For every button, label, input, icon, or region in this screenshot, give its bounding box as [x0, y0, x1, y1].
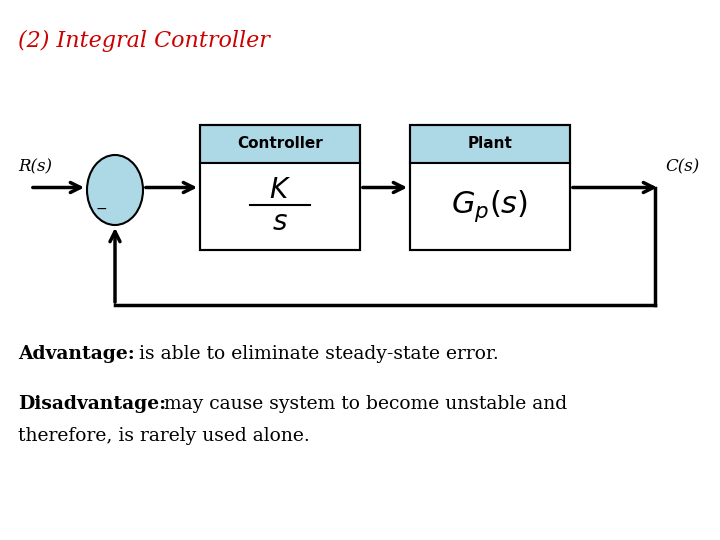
- Text: Plant: Plant: [467, 137, 513, 152]
- Text: may cause system to become unstable and: may cause system to become unstable and: [158, 395, 567, 413]
- Text: Controller: Controller: [237, 137, 323, 152]
- FancyBboxPatch shape: [200, 163, 360, 250]
- Text: (2) Integral Controller: (2) Integral Controller: [18, 30, 270, 52]
- Text: $-$: $-$: [95, 201, 107, 215]
- Text: $s$: $s$: [272, 209, 288, 236]
- FancyBboxPatch shape: [200, 125, 360, 163]
- Text: $K$: $K$: [269, 177, 291, 204]
- Text: Advantage:: Advantage:: [18, 345, 135, 363]
- Text: Disadvantage:: Disadvantage:: [18, 395, 166, 413]
- Text: is able to eliminate steady-state error.: is able to eliminate steady-state error.: [133, 345, 499, 363]
- Text: C(s): C(s): [665, 159, 699, 176]
- Ellipse shape: [87, 155, 143, 225]
- Text: $G_p(s)$: $G_p(s)$: [451, 188, 528, 225]
- FancyBboxPatch shape: [410, 125, 570, 163]
- FancyBboxPatch shape: [410, 163, 570, 250]
- Text: therefore, is rarely used alone.: therefore, is rarely used alone.: [18, 427, 310, 445]
- Text: R(s): R(s): [18, 159, 52, 176]
